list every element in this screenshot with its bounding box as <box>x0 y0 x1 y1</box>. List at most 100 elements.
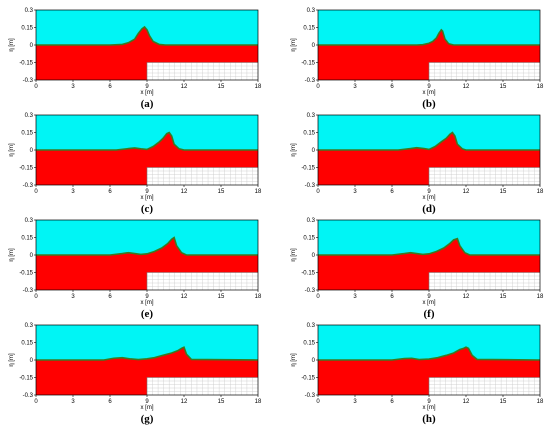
step-edge <box>146 167 258 185</box>
x-tick-label: 15 <box>218 399 225 405</box>
y-tick-label: -0.3 <box>23 183 34 189</box>
plot-area <box>36 10 258 80</box>
step-grid <box>147 272 258 290</box>
x-tick-label: 0 <box>34 84 38 90</box>
y-tick-label: -0.3 <box>23 78 34 84</box>
y-tick-label: 0 <box>30 148 34 154</box>
x-tick-label: 3 <box>71 399 75 405</box>
x-tick-label: 18 <box>255 189 262 195</box>
x-tick-label: 3 <box>71 84 75 90</box>
y-axis-title: η [m] <box>291 248 297 262</box>
panel-b: 0 3 6 9 12 15 18 0.3 0.15 0 -0.15 -0.3 x [m] η [m] (b) <box>291 8 544 110</box>
step-edge <box>428 167 540 185</box>
x-tick-label: 15 <box>218 189 225 195</box>
step-edge <box>146 272 258 290</box>
x-tick-label: 18 <box>537 294 544 300</box>
y-tick-label: -0.15 <box>301 166 315 172</box>
y-axis-title: η [m] <box>291 38 297 52</box>
x-tick-label: 9 <box>145 399 149 405</box>
step-edge <box>428 272 540 290</box>
free-surface <box>36 131 258 151</box>
x-tick-label: 15 <box>500 399 507 405</box>
y-tick-label: -0.3 <box>305 183 316 189</box>
x-axis-title: x [m] <box>141 195 154 201</box>
x-tick-label: 18 <box>537 84 544 90</box>
free-surface <box>36 25 258 46</box>
y-tick-label: 0.15 <box>21 131 33 137</box>
y-tick-label: 0.3 <box>307 113 316 119</box>
x-tick-label: 12 <box>463 84 470 90</box>
y-tick-label: -0.15 <box>19 61 33 67</box>
x-tick-label: 6 <box>390 294 394 300</box>
y-tick-label: 0.15 <box>303 131 315 137</box>
x-tick-label: 18 <box>255 399 262 405</box>
x-tick-label: 6 <box>390 399 394 405</box>
x-tick-label: 0 <box>316 294 320 300</box>
step-grid <box>147 62 258 80</box>
x-tick-label: 6 <box>108 399 112 405</box>
y-tick-label: -0.3 <box>23 288 34 294</box>
x-tick-label: 18 <box>255 84 262 90</box>
x-tick-label: 15 <box>500 189 507 195</box>
step-edge <box>428 377 540 395</box>
y-tick-label: 0.3 <box>25 218 34 224</box>
y-tick-label: -0.15 <box>301 61 315 67</box>
plot-area <box>318 325 540 395</box>
y-axis-title: η [m] <box>9 248 15 262</box>
plot-area <box>36 325 258 395</box>
x-axis-title: x [m] <box>423 405 436 411</box>
x-tick-label: 6 <box>108 84 112 90</box>
y-tick-label: -0.15 <box>19 376 33 382</box>
x-tick-label: 3 <box>353 399 357 405</box>
x-tick-label: 3 <box>71 294 75 300</box>
x-axis-title: x [m] <box>141 300 154 306</box>
y-tick-label: 0.15 <box>303 236 315 242</box>
y-tick-label: 0 <box>312 43 316 49</box>
step-grid <box>147 377 258 395</box>
y-tick-label: 0.3 <box>307 8 316 14</box>
free-surface <box>318 131 540 151</box>
plot-area <box>36 115 258 185</box>
x-tick-label: 6 <box>390 84 394 90</box>
panel-d: 0 3 6 9 12 15 18 0.3 0.15 0 -0.15 -0.3 x [m] η [m] (d) <box>291 113 544 215</box>
x-tick-label: 9 <box>145 294 149 300</box>
y-axis-title: η [m] <box>9 353 15 367</box>
x-axis-title: x [m] <box>141 405 154 411</box>
x-tick-label: 18 <box>537 399 544 405</box>
x-tick-label: 9 <box>427 189 431 195</box>
y-tick-label: 0.15 <box>303 341 315 347</box>
step-grid <box>147 167 258 185</box>
y-tick-label: 0 <box>30 358 34 364</box>
y-tick-label: 0 <box>30 253 34 259</box>
x-tick-label: 12 <box>463 189 470 195</box>
free-surface <box>318 346 540 361</box>
y-tick-label: 0.3 <box>25 113 34 119</box>
x-tick-label: 3 <box>353 189 357 195</box>
step-grid <box>429 167 540 185</box>
x-tick-label: 18 <box>255 294 262 300</box>
panel-label: (b) <box>422 98 436 110</box>
x-tick-label: 3 <box>71 189 75 195</box>
y-tick-label: 0 <box>312 148 316 154</box>
panel-label: (g) <box>141 413 154 425</box>
step-edge <box>146 62 258 80</box>
plot-area <box>36 220 258 290</box>
x-tick-label: 12 <box>181 189 188 195</box>
free-surface <box>318 28 540 46</box>
y-axis-title: η [m] <box>9 38 15 52</box>
y-tick-label: 0.15 <box>21 341 33 347</box>
plot-area <box>318 220 540 290</box>
x-tick-label: 15 <box>218 294 225 300</box>
y-tick-label: 0 <box>312 358 316 364</box>
panel-label: (h) <box>422 413 436 425</box>
x-tick-label: 9 <box>427 294 431 300</box>
y-tick-label: 0.3 <box>25 8 34 14</box>
free-surface <box>36 236 258 256</box>
x-tick-label: 18 <box>537 189 544 195</box>
x-axis-title: x [m] <box>141 90 154 96</box>
x-tick-label: 15 <box>500 84 507 90</box>
panel-f: 0 3 6 9 12 15 18 0.3 0.15 0 -0.15 -0.3 x [m] η [m] (f) <box>291 218 544 320</box>
y-tick-label: 0.15 <box>21 26 33 32</box>
plot-area <box>318 115 540 185</box>
